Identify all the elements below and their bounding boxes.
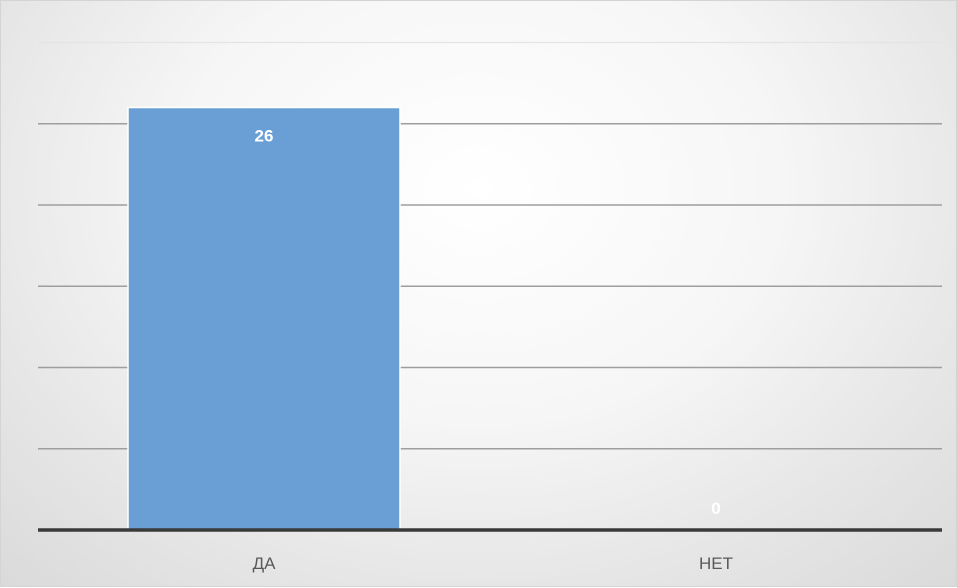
data-labels: 26 0 [255,127,721,519]
data-label-2: 0 [711,499,720,518]
bars [127,106,401,531]
x-tick-labels: ДА НЕТ [253,554,733,573]
x-tick-label-1: ДА [253,554,277,573]
bar-1 [127,106,401,531]
data-label-1: 26 [255,127,274,146]
x-tick-label-2: НЕТ [699,554,733,573]
